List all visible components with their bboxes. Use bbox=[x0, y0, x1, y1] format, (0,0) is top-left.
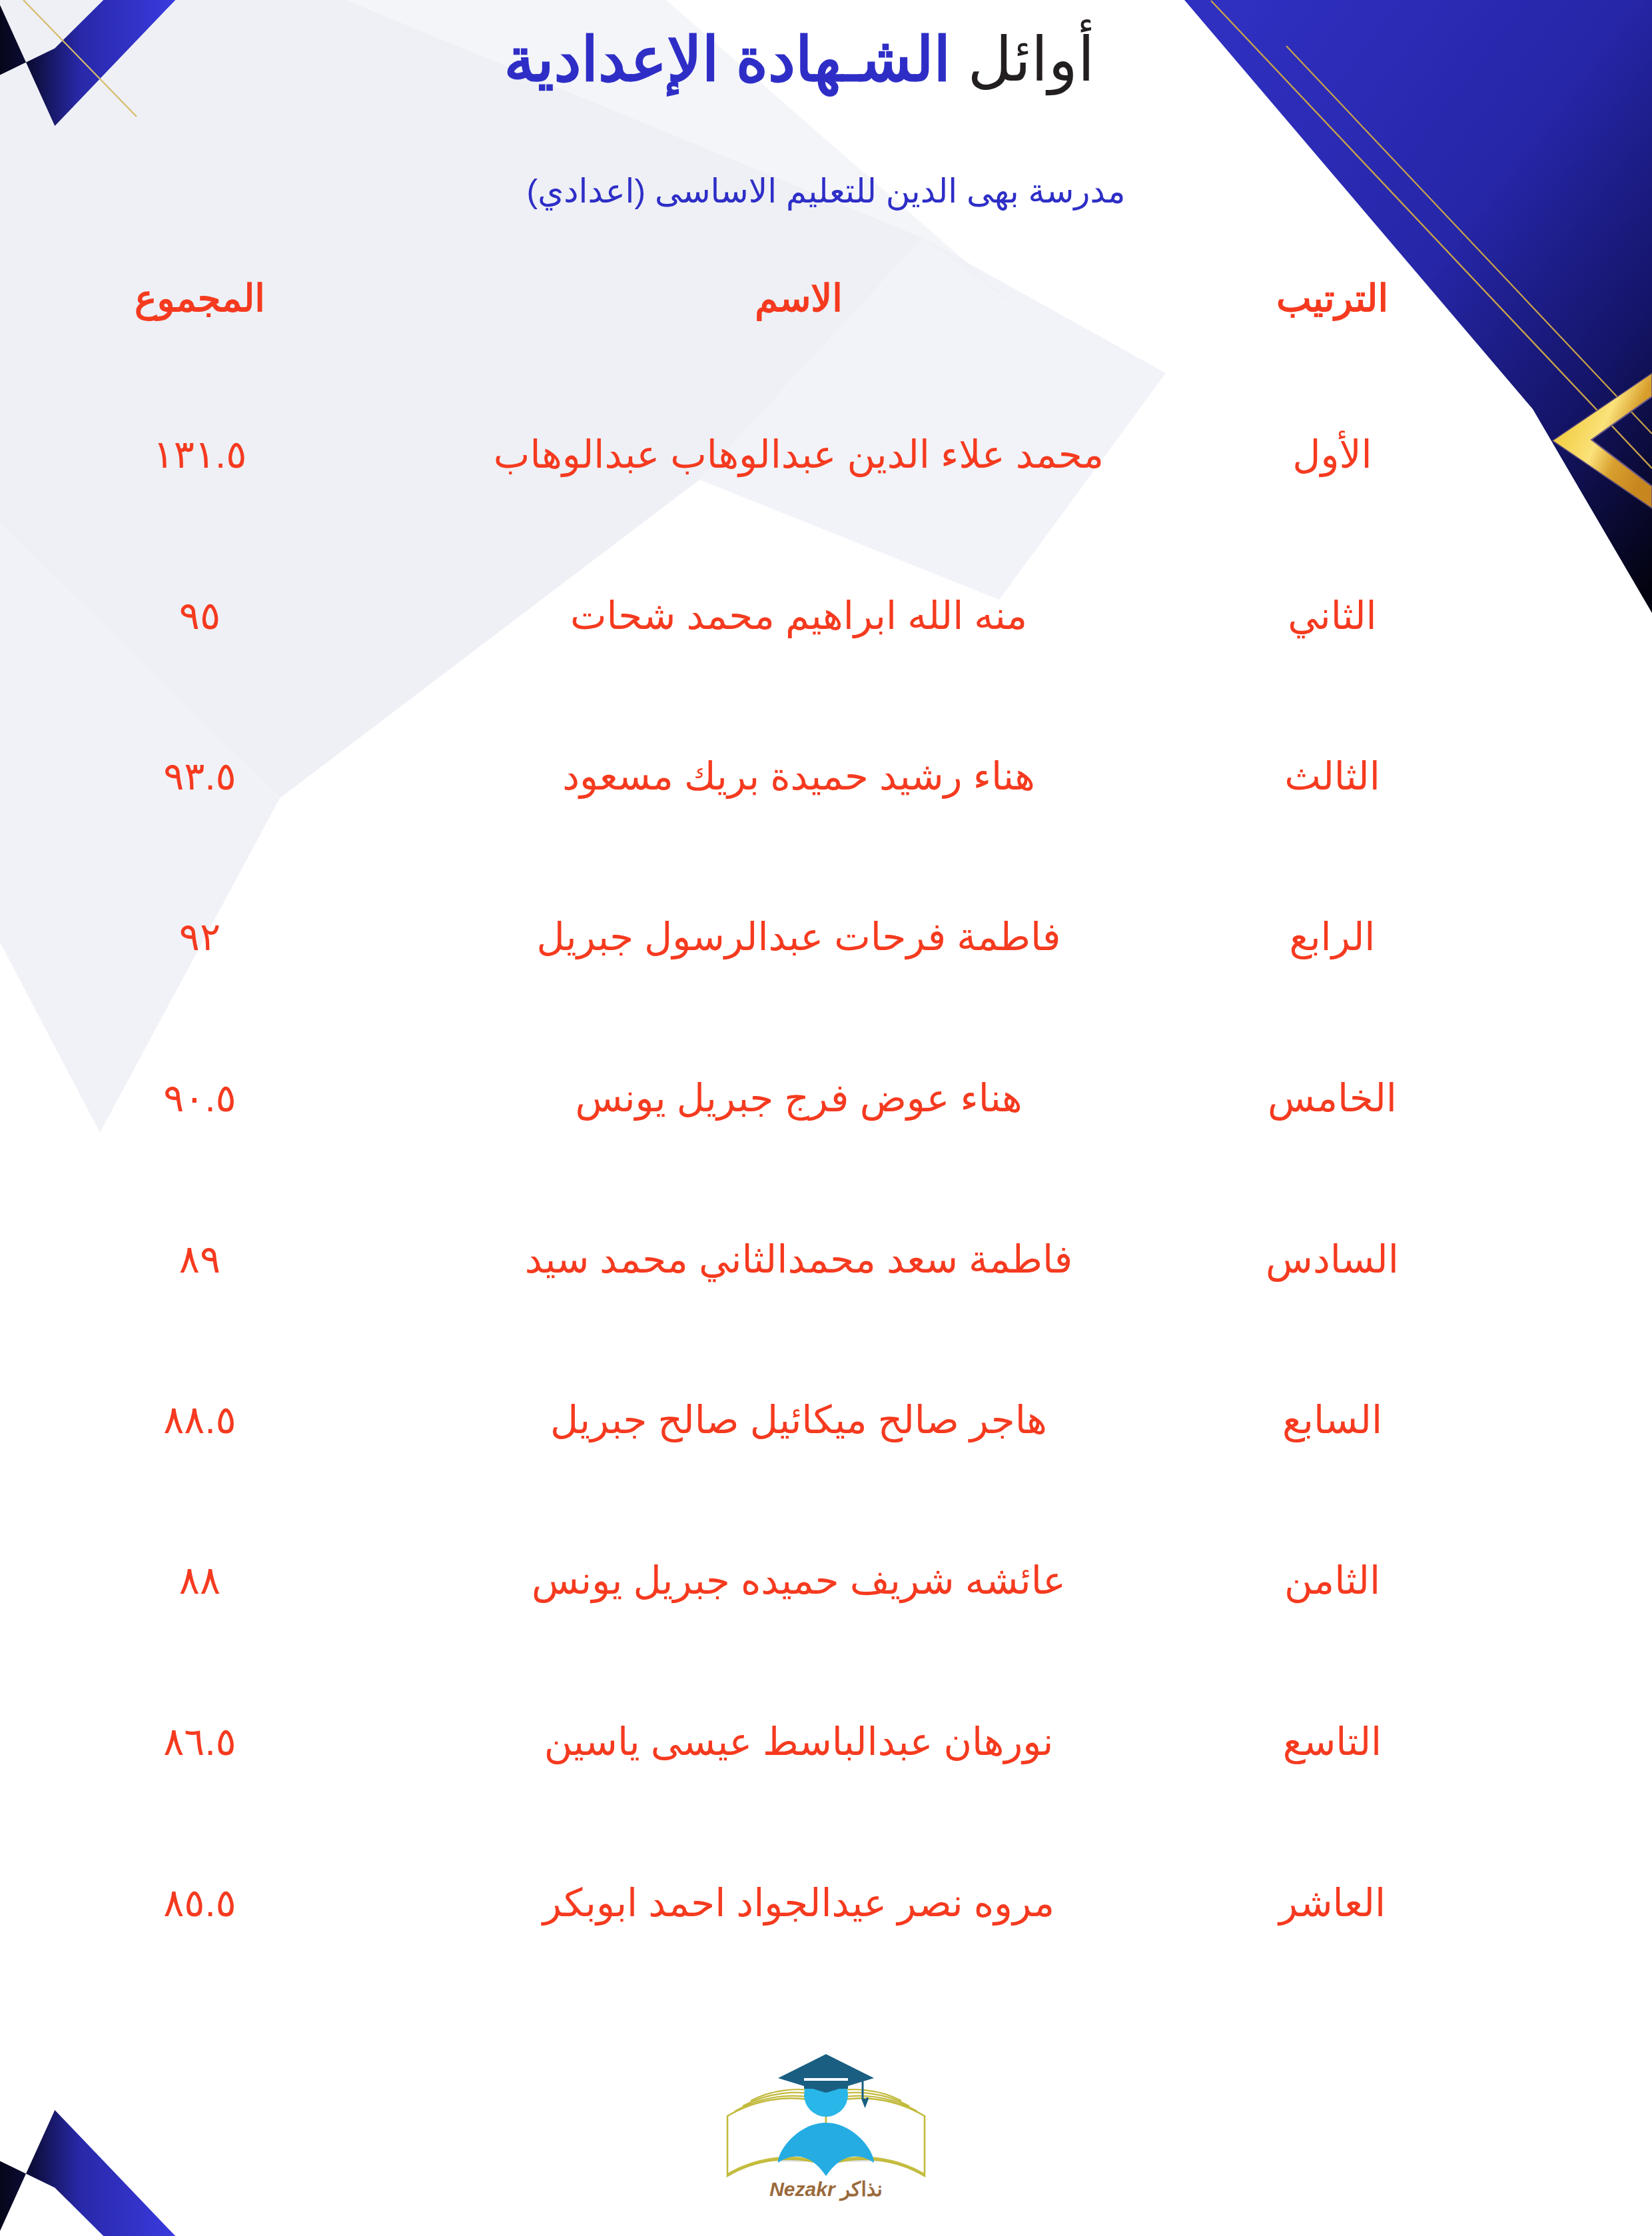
svg-text:Nezakrنذاكر: Nezakrنذاكر bbox=[769, 2178, 883, 2201]
